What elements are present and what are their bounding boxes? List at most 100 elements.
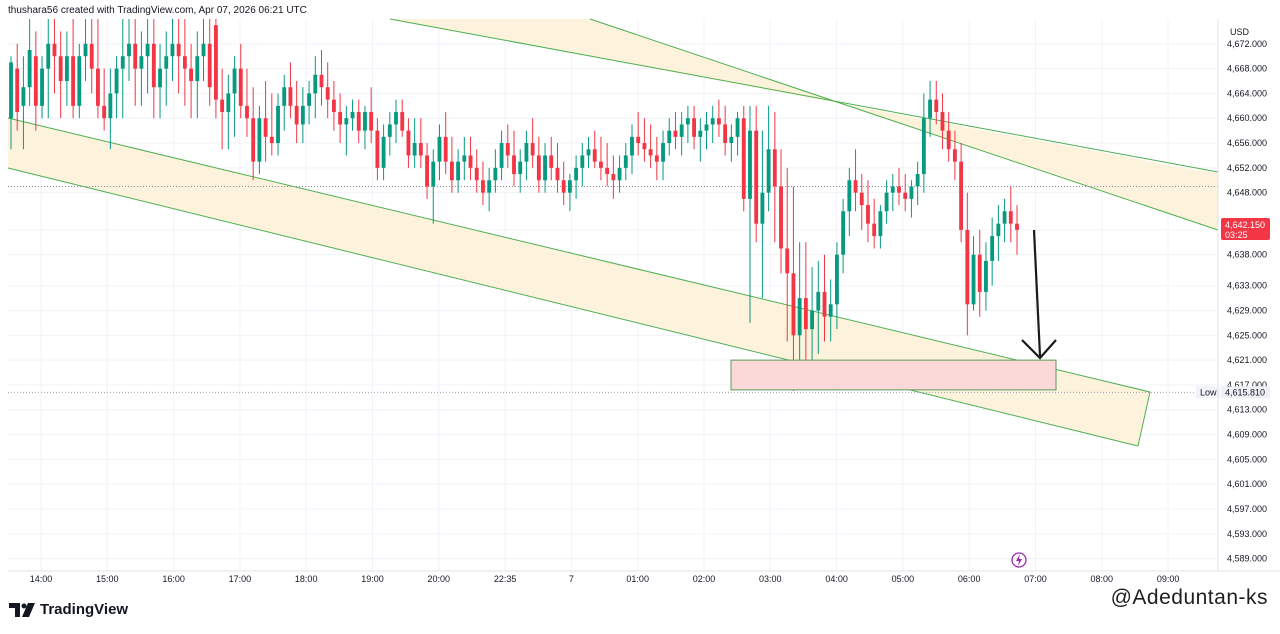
candle-body	[530, 143, 535, 156]
candle-body	[89, 43, 94, 69]
candle-body	[859, 192, 864, 206]
candle-body	[754, 130, 759, 224]
candle-body	[96, 68, 100, 106]
candle-body	[642, 143, 647, 150]
candle-body	[760, 192, 765, 224]
low-value: 4,615.810	[1225, 387, 1265, 397]
candle-body	[21, 87, 26, 106]
x-tick-label: 09:00	[1157, 574, 1180, 584]
candle-body	[828, 304, 833, 317]
candles	[9, 19, 1019, 392]
candle-body	[387, 124, 392, 137]
x-tick-label: 08:00	[1091, 574, 1114, 584]
candle-body	[164, 56, 169, 69]
candle-body	[71, 56, 76, 106]
candle-body	[375, 130, 380, 168]
candle-body	[816, 291, 821, 311]
candle-body	[226, 93, 231, 113]
x-tick-label: 14:00	[30, 574, 53, 584]
candle-body	[325, 87, 330, 100]
y-tick-label: 4,672.000	[1227, 39, 1267, 49]
candle-body	[847, 180, 852, 212]
candle-body	[338, 112, 343, 125]
candle-body	[853, 180, 858, 193]
candle-body	[841, 211, 846, 255]
candle-body	[257, 118, 262, 162]
last-price-bg	[1221, 217, 1270, 240]
x-tick-label: 01:00	[626, 574, 649, 584]
candle-body	[102, 105, 107, 119]
time-axis[interactable]: 14:00 15:00 16:00 17:00 18:00 19:00 20:00 22:35…	[30, 574, 1180, 584]
candle-body	[623, 155, 628, 168]
candle-body	[536, 155, 541, 181]
candle-body	[710, 118, 715, 125]
y-tick-label: 4,625.000	[1227, 330, 1267, 340]
y-tick-label: 4,652.000	[1227, 163, 1267, 173]
candle-body	[288, 87, 293, 106]
candle-body	[158, 68, 162, 88]
y-tick-label: 4,648.000	[1227, 188, 1267, 198]
candle-body	[58, 56, 63, 82]
candle-body	[543, 155, 547, 181]
low-value-bg	[1221, 386, 1270, 399]
candle-body	[195, 56, 200, 82]
tradingview-logo-icon	[9, 602, 35, 617]
candle-body	[182, 56, 187, 69]
tradingview-logo[interactable]: TradingView	[9, 601, 128, 618]
x-tick-label: 02:00	[693, 574, 716, 584]
candle-body	[971, 254, 976, 305]
candle-body	[431, 161, 436, 187]
down-arrow[interactable]	[1021, 229, 1057, 360]
candle-body	[40, 68, 44, 106]
candle-body	[928, 99, 932, 119]
candle-body	[214, 25, 218, 100]
candle-body	[400, 112, 405, 131]
candle-body	[331, 99, 336, 113]
x-tick-label: 20:00	[428, 574, 451, 584]
candle-body	[369, 112, 374, 131]
candle-body	[474, 167, 479, 181]
upper-channel-top-line	[389, 18, 1219, 173]
candle-body	[133, 43, 138, 69]
candle-body	[679, 124, 684, 137]
candle-body	[866, 205, 870, 224]
x-tick-label: 05:00	[892, 574, 915, 584]
lightning-icon[interactable]	[1011, 552, 1027, 568]
candle-body	[127, 43, 131, 57]
candle-body	[263, 118, 268, 137]
low-tag: Low	[1200, 387, 1217, 397]
candle-body	[934, 99, 939, 113]
candle-body	[878, 211, 883, 237]
candle-body	[903, 192, 908, 199]
candle-body	[611, 174, 616, 181]
y-tick-label: 4,593.000	[1227, 529, 1267, 539]
candle-body	[1008, 211, 1013, 224]
candle-body	[921, 118, 926, 175]
demand-zone[interactable]	[730, 359, 1057, 391]
y-tick-label: 4,605.000	[1227, 454, 1267, 464]
demand-zone-box	[730, 359, 1057, 391]
low-tag-bg	[1196, 386, 1220, 399]
candle-body	[319, 74, 324, 88]
price-axis[interactable]: USD 4,672.000 4,668.000 4,664.000 4,660.000 4…	[1196, 27, 1270, 564]
candle-body	[791, 273, 796, 336]
upper-channel-bottom-line	[589, 18, 1219, 231]
low-marker[interactable]: Low 4,615.810	[1196, 386, 1270, 399]
candle-body	[654, 155, 659, 162]
chart-header: thushara56 created with TradingView.com,…	[8, 5, 307, 16]
candle-body	[52, 43, 57, 57]
x-tick-label: 06:00	[958, 574, 981, 584]
y-tick-label: 4,638.000	[1227, 250, 1267, 260]
x-tick-label: 18:00	[295, 574, 318, 584]
tradingview-brand: TradingView	[40, 601, 129, 618]
y-tick-label: 4,589.000	[1227, 554, 1267, 564]
candle-body	[698, 130, 703, 137]
candle-body	[685, 118, 690, 125]
candle-body	[220, 99, 225, 113]
candle-body	[493, 167, 498, 181]
x-tick-label: 04:00	[825, 574, 848, 584]
currency-label: USD	[1230, 27, 1250, 37]
countdown-label: 03:25	[1225, 230, 1248, 240]
